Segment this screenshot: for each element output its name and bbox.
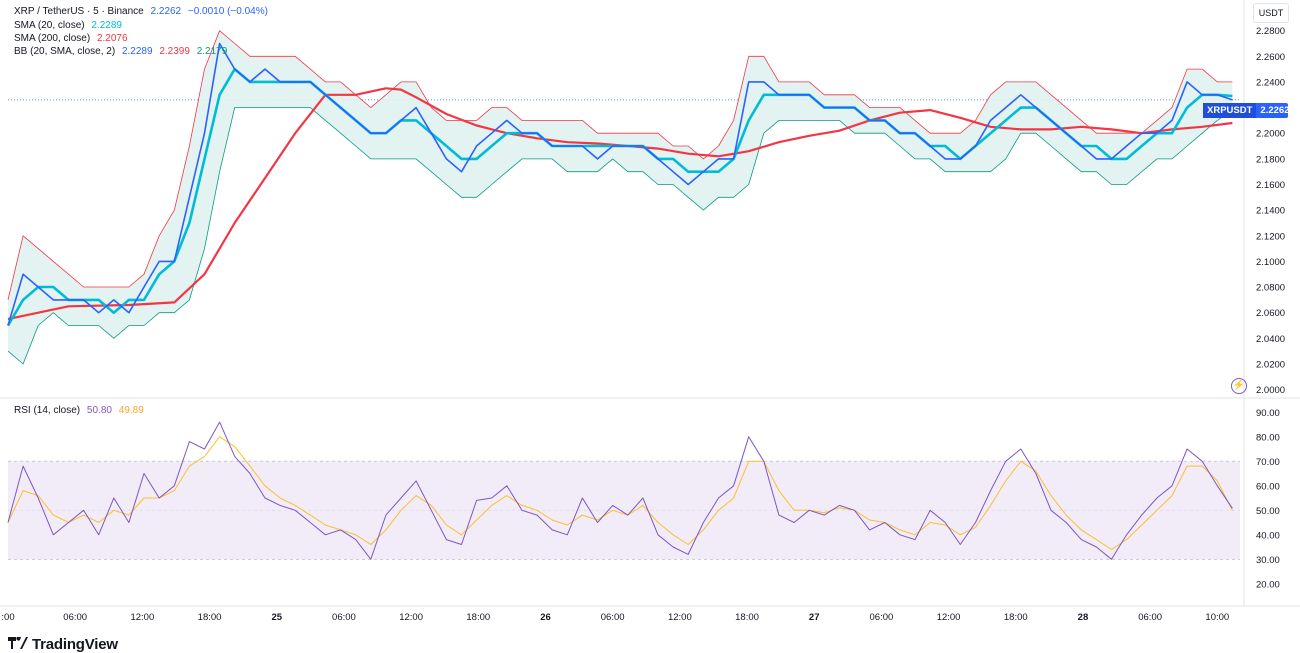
price-change: −0.0010 (−0.04%)	[187, 6, 268, 17]
time-tick-label: 12:00	[937, 612, 961, 623]
price-tick-label: 2.2600	[1256, 52, 1285, 63]
bollinger-legend[interactable]: BB (20, SMA, close, 2) 2.2289 2.2399 2.2…	[14, 46, 231, 58]
time-tick-label: 06:00	[870, 612, 894, 623]
time-tick-label: 27	[809, 612, 820, 623]
time-tick-label: 06:00	[601, 612, 625, 623]
rsi-tick-label: 70.00	[1256, 457, 1280, 468]
time-tick-label: 18:00	[198, 612, 222, 623]
rsi-value: 50.80	[86, 405, 112, 416]
rsi-ma-line	[7, 436, 1233, 550]
price-line	[7, 42, 1233, 326]
bb-basis-value: 2.2289	[121, 46, 153, 57]
last-price-label: XRPUSDT 2.2262	[1203, 103, 1289, 118]
bb-label: BB (20, SMA, close, 2)	[14, 46, 116, 57]
rsi-overbought-oversold-band	[8, 461, 1240, 560]
time-tick-label: 18:00	[1004, 612, 1028, 623]
rsi-tick-label: 50.00	[1256, 506, 1280, 517]
lightning-alert-icon[interactable]: ⚡	[1231, 378, 1247, 394]
time-tick-label: 28	[1078, 612, 1089, 623]
bb-lower-value: 2.2179	[196, 46, 228, 57]
price-tick-label: 2.0000	[1256, 385, 1285, 396]
time-tick-label: 06:00	[1138, 612, 1162, 623]
bb-lower-line	[7, 107, 1233, 365]
sma20-legend[interactable]: SMA (20, close) 2.2289	[14, 20, 126, 32]
rsi-tick-label: 60.00	[1256, 481, 1280, 492]
logo-text: TradingView	[32, 636, 118, 653]
price-tick-label: 2.2800	[1256, 26, 1285, 37]
rsi-line	[7, 421, 1233, 560]
price-tick-label: 2.0200	[1256, 359, 1285, 370]
tradingview-logo[interactable]: TradingView	[8, 636, 118, 653]
price-tick-label: 2.0600	[1256, 308, 1285, 319]
time-tick-label: 10:00	[1205, 612, 1229, 623]
price-tick-label: 2.2400	[1256, 77, 1285, 88]
sma20-value: 2.2289	[91, 20, 122, 31]
price-tick-label: 2.1800	[1256, 154, 1285, 165]
rsi-tick-label: 90.00	[1256, 408, 1280, 419]
rsi-tick-label: 20.00	[1256, 579, 1280, 590]
price-tick-label: 2.1600	[1256, 180, 1285, 191]
symbol-legend[interactable]: XRP / TetherUS · 5 · Binance 2.2262 −0.0…	[14, 6, 272, 18]
price-tick-label: 2.1000	[1256, 257, 1285, 268]
tradingview-logo-icon	[8, 636, 28, 653]
sma200-label: SMA (200, close)	[14, 33, 91, 44]
time-tick-label: 18:00	[466, 612, 490, 623]
time-tick-label: 12:00	[668, 612, 692, 623]
price-tick-label: 2.0400	[1256, 334, 1285, 345]
rsi-tick-label: 80.00	[1256, 432, 1280, 443]
rsi-label: RSI (14, close)	[14, 405, 81, 416]
price-tick-label: 2.2000	[1256, 129, 1285, 140]
time-tick-label: 12:00	[130, 612, 154, 623]
rsi-tick-label: 30.00	[1256, 555, 1280, 566]
rsi-tick-label: 40.00	[1256, 530, 1280, 541]
sma20-label: SMA (20, close)	[14, 20, 85, 31]
sma200-value: 2.2076	[96, 33, 128, 44]
time-tick-label: 18:00	[735, 612, 759, 623]
bb-upper-line	[7, 30, 1233, 300]
time-tick-label: 25	[271, 612, 282, 623]
last-price: 2.2262	[150, 6, 182, 17]
time-tick-label: 12:00	[399, 612, 423, 623]
rsi-legend[interactable]: RSI (14, close) 50.80 49.89	[14, 405, 148, 417]
rsi-ma-value: 49.89	[118, 405, 144, 416]
time-tick-label: 06:00	[63, 612, 87, 623]
bollinger-band-fill	[8, 30, 1233, 364]
time-tick-label: 26	[540, 612, 551, 623]
price-tick-label: 2.0800	[1256, 283, 1285, 294]
bb-upper-value: 2.2399	[159, 46, 190, 57]
symbol-name[interactable]: XRP / TetherUS · 5 · Binance	[14, 6, 144, 17]
time-tick-label: 06:00	[332, 612, 356, 623]
price-tick-label: 2.1400	[1256, 206, 1285, 217]
price-tag-value: 2.2262	[1260, 105, 1290, 116]
sma200-legend[interactable]: SMA (200, close) 2.2076	[14, 33, 132, 45]
currency-selector[interactable]: USDT	[1253, 3, 1289, 23]
time-tick-label: :00	[1, 612, 14, 623]
price-tag-symbol: XRPUSDT	[1203, 103, 1257, 118]
price-tick-label: 2.1200	[1256, 231, 1285, 242]
